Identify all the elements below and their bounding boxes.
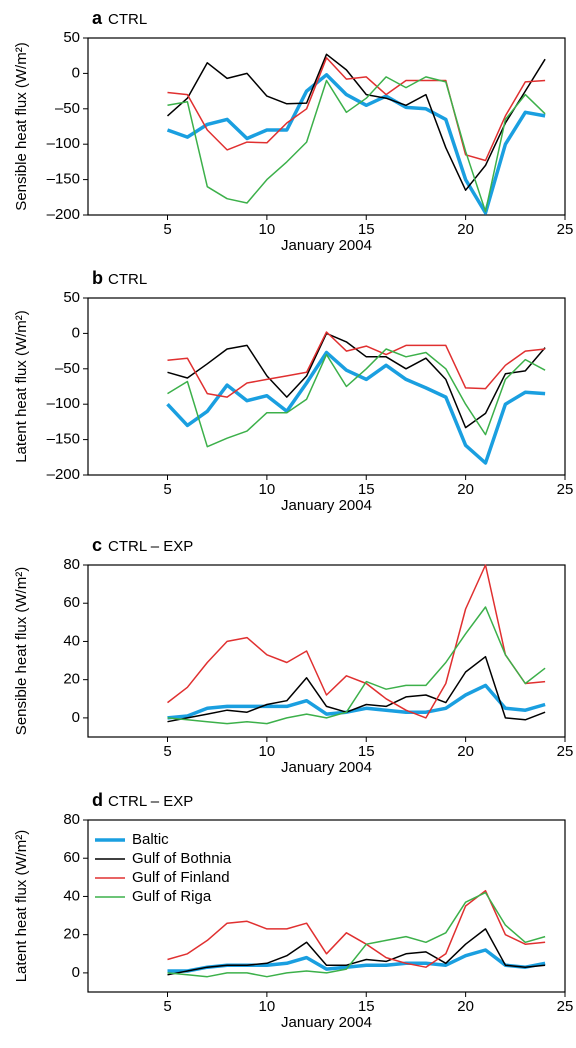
x-tick-label: 5 [163,481,171,498]
y-tick-label: 80 [63,556,80,573]
series-line [167,928,546,976]
x-tick-label: 20 [457,481,474,498]
series-line [167,331,546,398]
panel-title: CTRL [108,11,147,28]
x-tick-label: 15 [358,998,375,1015]
plot-frame [87,297,566,476]
y-tick-label: –50 [55,360,80,377]
series-line [167,564,546,719]
panel-label: d [92,790,103,810]
legend-label: Gulf of Finland [132,869,230,886]
x-tick-label: 25 [557,481,574,498]
y-tick-label: –150 [47,431,80,448]
y-tick-label: 20 [63,671,80,688]
series-line [167,683,546,720]
x-tick-label: 25 [557,221,574,238]
legend-label: Gulf of Riga [132,888,212,905]
panel-title: CTRL [108,271,147,288]
panel-label: c [92,535,102,555]
y-tick-label: 60 [63,849,80,866]
y-tick-label: 50 [63,289,80,306]
x-tick-label: 10 [259,998,276,1015]
y-tick-label: –100 [47,135,80,152]
series-line [167,57,546,162]
series-line [167,948,546,973]
x-tick-label: 20 [457,743,474,760]
plot-frame [87,564,566,738]
series-line [167,76,546,213]
y-tick-label: 0 [72,709,80,726]
series-line [167,891,546,978]
x-tick-label: 10 [259,743,276,760]
y-tick-label: 20 [63,926,80,943]
panel-label: b [92,268,103,288]
plot-frame [87,819,566,993]
panel-title: CTRL – EXP [108,538,193,555]
y-tick-label: –200 [47,206,80,223]
legend-label: Baltic [132,831,169,848]
x-tick-label: 10 [259,221,276,238]
y-axis-label: Sensible heat flux (W/m²) [13,42,30,210]
series-line [167,655,546,723]
series-line [166,73,546,215]
y-tick-label: 40 [63,632,80,649]
y-axis-label: Sensible heat flux (W/m²) [13,567,30,735]
y-tick-label: –50 [55,100,80,117]
y-tick-label: –200 [47,466,80,483]
x-tick-label: 15 [358,743,375,760]
plot-frame [87,37,566,216]
y-tick-label: 80 [63,811,80,828]
series-line [167,332,546,429]
x-axis-label: January 2004 [281,497,372,514]
series-line [167,606,546,725]
y-tick-label: –150 [47,171,80,188]
x-tick-label: 5 [163,998,171,1015]
series-line [167,53,546,191]
series-line [166,350,546,465]
x-tick-label: 20 [457,998,474,1015]
x-axis-label: January 2004 [281,759,372,776]
y-tick-label: 0 [72,64,80,81]
x-tick-label: 5 [163,743,171,760]
x-tick-label: 25 [557,998,574,1015]
x-axis-label: January 2004 [281,237,372,254]
y-tick-label: 0 [72,964,80,981]
panel-title: CTRL – EXP [108,793,193,810]
panel-label: a [92,8,103,28]
y-tick-label: –100 [47,395,80,412]
x-tick-label: 15 [358,481,375,498]
legend-label: Gulf of Bothnia [132,850,232,867]
x-tick-label: 25 [557,743,574,760]
series-line [167,348,546,448]
y-tick-label: 50 [63,29,80,46]
x-tick-label: 20 [457,221,474,238]
x-tick-label: 5 [163,221,171,238]
y-tick-label: 40 [63,887,80,904]
series-line [167,889,546,968]
y-tick-label: 60 [63,594,80,611]
x-axis-label: January 2004 [281,1014,372,1031]
y-axis-label: Latent heat flux (W/m²) [13,830,30,983]
y-axis-label: Latent heat flux (W/m²) [13,310,30,463]
x-tick-label: 10 [259,481,276,498]
y-tick-label: 0 [72,324,80,341]
x-tick-label: 15 [358,221,375,238]
